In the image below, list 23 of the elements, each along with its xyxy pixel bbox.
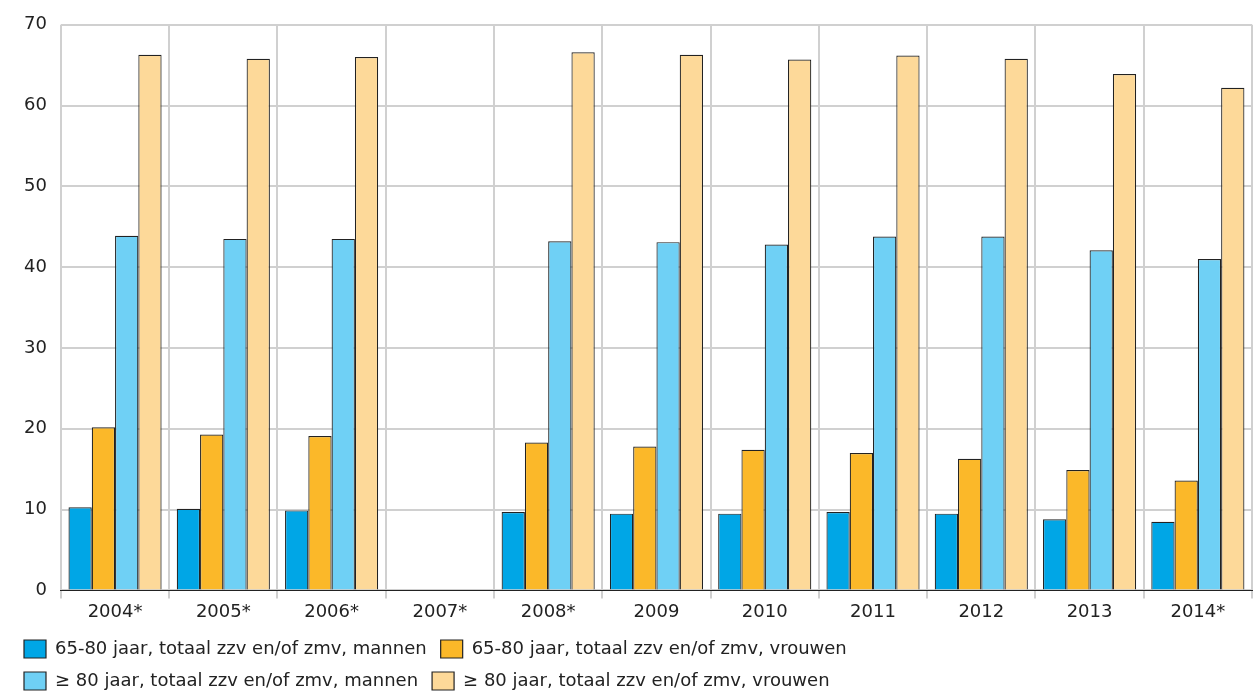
y-tick-label: 0 [35, 578, 47, 600]
legend-label: 65-80 jaar, totaal zzv en/of zmv, vrouwen [471, 636, 847, 658]
x-tick-label: 2006* [304, 599, 360, 621]
legend-label: ≥ 80 jaar, totaal zzv en/of zmv, vrouwen [463, 668, 830, 690]
y-tick-label: 70 [24, 12, 47, 34]
y-tick-label: 50 [24, 174, 47, 196]
x-tick-label: 2013 [1066, 599, 1113, 621]
y-tick-label: 10 [24, 497, 47, 519]
x-tick-label: 2004* [87, 599, 143, 621]
x-tick-label: 2014* [1170, 599, 1226, 621]
x-tick-label: 2009 [633, 599, 680, 621]
y-tick-label: 60 [24, 93, 47, 115]
y-tick-label: 30 [24, 335, 47, 357]
x-tick-label: 2005* [195, 599, 251, 621]
legend-label: ≥ 80 jaar, totaal zzv en/of zmv, mannen [55, 668, 419, 690]
x-tick-label: 2008* [520, 599, 576, 621]
y-tick-label: 20 [24, 416, 47, 438]
x-tick-label: 2012 [958, 599, 1005, 621]
x-tick-label: 2007* [412, 599, 468, 621]
y-tick-label: 40 [24, 254, 47, 276]
legend-label: 65-80 jaar, totaal zzv en/of zmv, mannen [55, 636, 427, 658]
x-tick-label: 2011 [850, 599, 896, 621]
x-tick-label: 2010 [741, 599, 788, 621]
